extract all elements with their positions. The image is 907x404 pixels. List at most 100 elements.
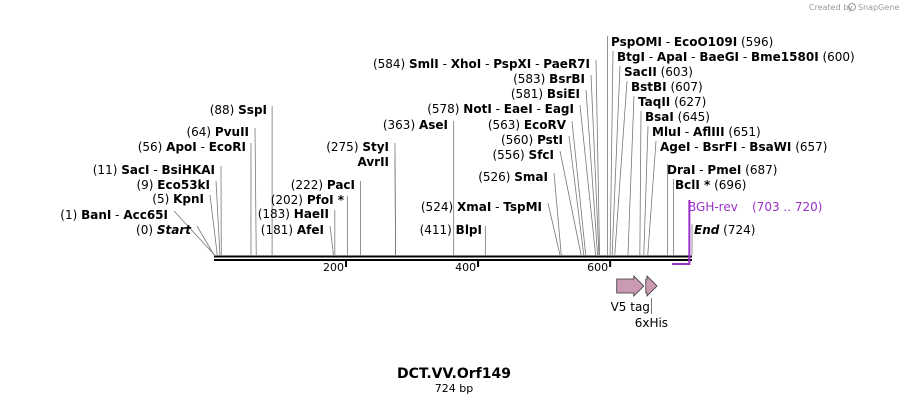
map-length: 724 bp xyxy=(435,382,473,395)
site-label-noti[interactable]: (578) NotI - EaeI - EagI xyxy=(427,102,574,116)
site-position: (583) xyxy=(513,72,549,86)
leader-line xyxy=(394,157,396,256)
enzyme-name: SacI xyxy=(121,163,149,177)
enzyme-name: Start xyxy=(157,223,192,237)
site-label-pspomi[interactable]: PspOMI - EcoO109I (596) xyxy=(611,35,773,49)
site-label-text: (183) HaeII xyxy=(258,207,329,221)
site-label-bsai[interactable]: BsaI (645) xyxy=(645,110,710,124)
site-label-smli[interactable]: (584) SmlI - XhoI - PspXI - PaeR7I xyxy=(373,57,590,71)
site-label-bsrbi[interactable]: (583) BsrBI xyxy=(513,72,585,86)
leader-lines xyxy=(173,36,693,256)
site-position: (581) xyxy=(511,87,547,101)
scale-tick-label: 400 xyxy=(455,261,476,274)
enzyme-name: XmaI xyxy=(457,200,491,214)
enzyme-name: KpnI xyxy=(173,192,204,206)
site-label-paci[interactable]: (222) PacI xyxy=(291,178,355,192)
feature-6xhis[interactable]: 6xHis xyxy=(635,275,668,330)
brand-text: SnapGene xyxy=(858,3,899,12)
site-label-text: (411) BlpI xyxy=(420,223,482,237)
site-label-sspi[interactable]: (88) SspI xyxy=(210,103,267,117)
site-position: (5) xyxy=(152,192,173,206)
enzyme-name: BlpI xyxy=(456,223,482,237)
site-label-text: BstBI (607) xyxy=(631,80,703,94)
enzyme-name: SspI xyxy=(238,103,267,117)
enzyme-name: MluI xyxy=(652,125,681,139)
site-position: (1) xyxy=(60,208,81,222)
enzyme-name: HaeII xyxy=(294,207,329,221)
site-label-blpi[interactable]: (411) BlpI xyxy=(420,223,482,237)
enzyme-name: SfcI xyxy=(529,148,554,162)
feature-track: V5 tag 6xHis xyxy=(611,275,668,330)
leader-line xyxy=(579,104,597,256)
site-label-smai[interactable]: (526) SmaI xyxy=(478,170,548,184)
enzyme-name: AflIII xyxy=(693,125,725,139)
site-position: (9) xyxy=(136,178,157,192)
site-label-text: (5) KpnI xyxy=(152,192,204,206)
site-position: (607) xyxy=(667,80,703,94)
site-label-avrii[interactable]: AvrII xyxy=(357,155,389,169)
leader-line xyxy=(595,59,600,256)
site-label-pvuii[interactable]: (64) PvuII xyxy=(186,125,249,139)
enzyme-name: PspXI xyxy=(493,57,531,71)
site-label-pfoi[interactable]: (202) PfoI * xyxy=(271,193,345,207)
site-label-afei[interactable]: (181) AfeI xyxy=(261,223,324,237)
enzyme-name: BstBI xyxy=(631,80,667,94)
site-position: (526) xyxy=(478,170,514,184)
enzyme-name: BsaWI xyxy=(749,140,791,154)
site-position: (202) xyxy=(271,193,307,207)
site-label-text: (1) BanI - Acc65I xyxy=(60,208,168,222)
enzyme-name: DraI xyxy=(667,163,695,177)
feature-arrow xyxy=(645,275,658,297)
feature-v5-tag[interactable]: V5 tag xyxy=(611,275,650,314)
leader-line xyxy=(643,125,649,256)
primer-arrow xyxy=(672,200,691,265)
site-label-text: End (724) xyxy=(694,223,755,237)
enzyme-name: PmeI xyxy=(707,163,741,177)
site-label-bstbi[interactable]: BstBI (607) xyxy=(631,80,703,94)
leader-line xyxy=(209,194,218,256)
site-label-styi[interactable]: (275) StyI xyxy=(326,140,389,154)
scale-tick-label: 600 xyxy=(587,261,608,274)
watermark-text: Created by xyxy=(809,3,853,12)
enzyme-name: SmlI xyxy=(409,57,439,71)
leader-line xyxy=(568,135,585,256)
site-label-agei[interactable]: AgeI - BsrFI - BsaWI (657) xyxy=(660,140,827,154)
leader-line xyxy=(647,140,657,256)
site-label-bcli[interactable]: BclI * (696) xyxy=(675,178,746,192)
site-label-btgi[interactable]: BtgI - ApaI - BaeGI - Bme1580I (600) xyxy=(617,50,855,64)
site-label-kpni[interactable]: (5) KpnI xyxy=(152,192,204,206)
site-label-bsiei[interactable]: (581) BsiEI xyxy=(511,87,580,101)
enzyme-name: BanI xyxy=(81,208,111,222)
site-label-bani[interactable]: (1) BanI - Acc65I xyxy=(60,208,168,222)
site-label-text: (222) PacI xyxy=(291,178,355,192)
primer-bgh-rev[interactable]: BGH-rev (703 .. 720) xyxy=(672,200,822,265)
leader-line xyxy=(585,89,598,256)
scale-tick-label: 200 xyxy=(323,261,344,274)
site-label-text: (584) SmlI - XhoI - PspXI - PaeR7I xyxy=(373,57,590,71)
site-label-mlui[interactable]: MluI - AflIII (651) xyxy=(652,125,761,139)
leader-line xyxy=(559,150,582,256)
site-label-psti[interactable]: (560) PstI xyxy=(501,133,563,147)
leader-line xyxy=(254,127,257,256)
site-label-xmai[interactable]: (524) XmaI - TspMI xyxy=(421,200,542,214)
site-label-apoi[interactable]: (56) ApoI - EcoRI xyxy=(138,140,246,154)
site-label-asei[interactable]: (363) AseI xyxy=(383,118,448,132)
site-label-end[interactable]: End (724) xyxy=(694,223,755,237)
site-label-sfci[interactable]: (556) SfcI xyxy=(492,148,554,162)
enzyme-name: Bme1580I xyxy=(751,50,819,64)
site-label-ecorv[interactable]: (563) EcoRV xyxy=(488,118,567,132)
leader-line xyxy=(627,95,635,256)
site-label-drai[interactable]: DraI - PmeI (687) xyxy=(667,163,777,177)
site-label-taqii[interactable]: TaqII (627) xyxy=(638,95,706,109)
site-label-start[interactable]: (0) Start xyxy=(136,223,192,237)
enzyme-name: SmaI xyxy=(514,170,548,184)
site-label-sacii[interactable]: SacII (603) xyxy=(624,65,693,79)
site-label-saci[interactable]: (11) SacI - BsiHKAI xyxy=(93,163,215,177)
site-label-text: (11) SacI - BsiHKAI xyxy=(93,163,215,177)
enzyme-name: SacII xyxy=(624,65,657,79)
enzyme-name: AfeI xyxy=(297,223,324,237)
site-label-haeii[interactable]: (183) HaeII xyxy=(258,207,329,221)
site-label-text: (275) StyI xyxy=(326,140,389,154)
site-label-eco53ki[interactable]: (9) Eco53kI xyxy=(136,178,210,192)
primer-name: BGH-rev xyxy=(688,200,738,214)
